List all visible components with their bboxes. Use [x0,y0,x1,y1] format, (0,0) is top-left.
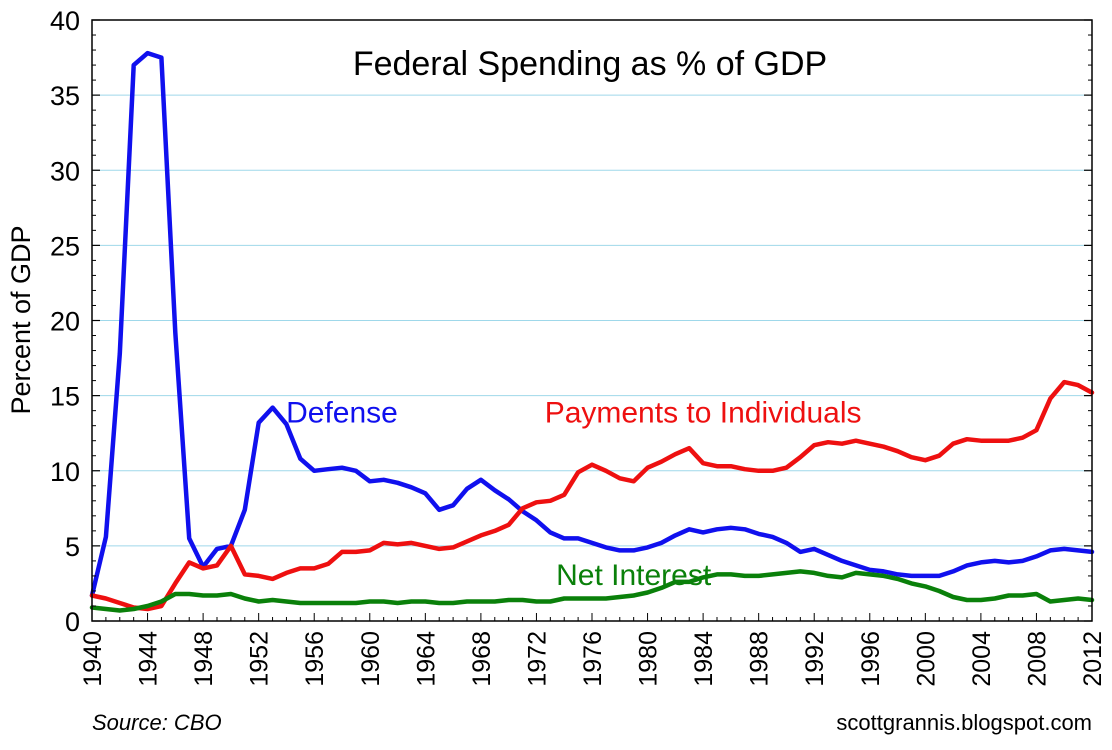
series-label: Defense [286,397,398,430]
x-tick-label: 1948 [190,631,218,687]
x-tick-label: 1980 [635,631,663,687]
series-label: Payments to Individuals [545,397,862,430]
series-line-net-interest [89,569,1095,613]
y-tick-label: 25 [50,231,80,261]
x-tick-label: 1972 [523,631,551,687]
x-tick-label: 2012 [1079,631,1107,687]
x-tick-label: 1960 [357,631,385,687]
x-tick-label: 1976 [579,631,607,687]
x-tick-label: 1992 [801,631,829,687]
x-tick-label: 2000 [912,631,940,687]
x-tick-label: 1952 [246,631,274,687]
x-tick-label: 1944 [135,631,163,687]
y-tick-label: 20 [50,307,80,337]
series-labels: Defense Payments to Individuals Net Intere… [286,397,861,592]
chart-title: Federal Spending as % of GDP [353,45,827,83]
series-line-defense [89,50,1095,598]
x-tick-label: 2004 [968,631,996,687]
y-tick-label: 40 [50,6,80,36]
y-tick-label: 0 [65,607,80,637]
y-tick-label: 30 [50,156,80,186]
x-tick-label: 1956 [301,631,329,687]
x-tick-label: 1984 [690,631,718,687]
credit-text: scottgrannis.blogspot.com [836,710,1092,735]
series-lines [89,50,1095,613]
y-tick-label: 10 [50,457,80,487]
y-tick-label: 35 [50,81,80,111]
series-line-payments-to-individuals [89,379,1095,612]
x-tick-label: 1996 [857,631,885,687]
x-tick-label: 1968 [468,631,496,687]
source-note: Source: CBO [92,710,222,735]
y-axis-label: Percent of GDP [6,225,36,414]
x-tick-label: 1988 [746,631,774,687]
gridlines [92,94,1092,547]
x-axis: 1940 1944 1948 1952 1956 1960 1964 1968 1972 1976… [79,613,1107,687]
series-label: Net Interest [556,559,712,592]
y-tick-label: 5 [65,532,80,562]
x-tick-label: 1940 [79,631,107,687]
x-tick-label: 1964 [412,631,440,687]
x-tick-label: 2008 [1023,631,1051,687]
y-tick-label: 15 [50,382,80,412]
y-axis: 0 5 10 15 20 25 30 35 40 [50,6,1092,637]
